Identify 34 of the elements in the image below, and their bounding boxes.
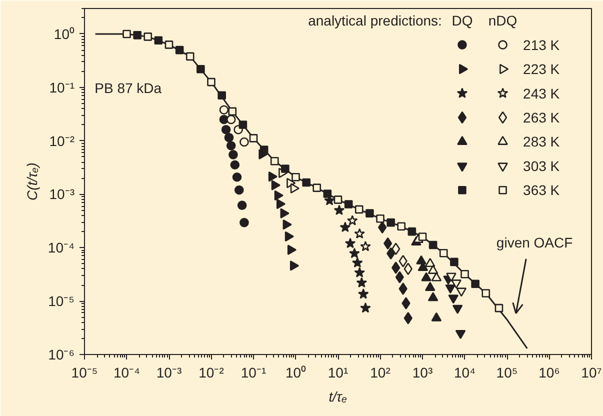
legend-label: 223 K (523, 61, 560, 78)
legend-label: 303 K (523, 158, 560, 174)
x-tick-label: 10⁻³ (156, 364, 182, 380)
x-tick-label: 10³ (412, 364, 433, 380)
x-tick-label: 10⁰ (285, 364, 306, 380)
x-tick-label: 10⁴ (454, 364, 476, 380)
annotation: PB 87 kDa (94, 80, 162, 96)
x-tick-label: 10⁻⁵ (71, 364, 98, 380)
x-tick-label: 10¹ (328, 364, 348, 380)
x-tick-label: 10⁻¹ (240, 364, 266, 380)
x-tick-label: 10⁵ (496, 364, 518, 380)
y-tick-label: 10⁻³ (49, 186, 75, 202)
y-tick-label: 10⁻¹ (49, 79, 75, 96)
legend-label: 363 K (523, 182, 560, 198)
y-tick-label: 10⁻⁴ (48, 240, 75, 256)
legend-label: 283 K (523, 134, 560, 150)
x-tick-label: 10⁷ (581, 364, 602, 380)
legend-label: 263 K (523, 109, 560, 126)
annotation: given OACF (496, 234, 573, 250)
x-tick-label: 10⁻² (198, 364, 224, 380)
y-tick-label: 10⁻⁶ (48, 346, 75, 362)
y-tick-label: 10⁰ (54, 26, 75, 42)
y-tick-label: 10⁻² (49, 132, 75, 149)
x-tick-label: 10⁶ (538, 364, 560, 380)
y-axis-title: C(t/τₑ) (24, 162, 40, 200)
legend-label: 213 K (523, 36, 560, 53)
y-tick-label: 10⁻⁵ (48, 293, 75, 310)
legend-title: analytical predictions: (308, 12, 442, 29)
annotation: DQ (452, 12, 473, 29)
legend-label: 243 K (523, 85, 560, 102)
x-axis-title: t/τₑ (328, 388, 348, 404)
x-tick-label: 10⁻⁴ (113, 364, 140, 380)
annotation: nDQ (488, 12, 518, 29)
x-tick-label: 10² (370, 364, 391, 380)
